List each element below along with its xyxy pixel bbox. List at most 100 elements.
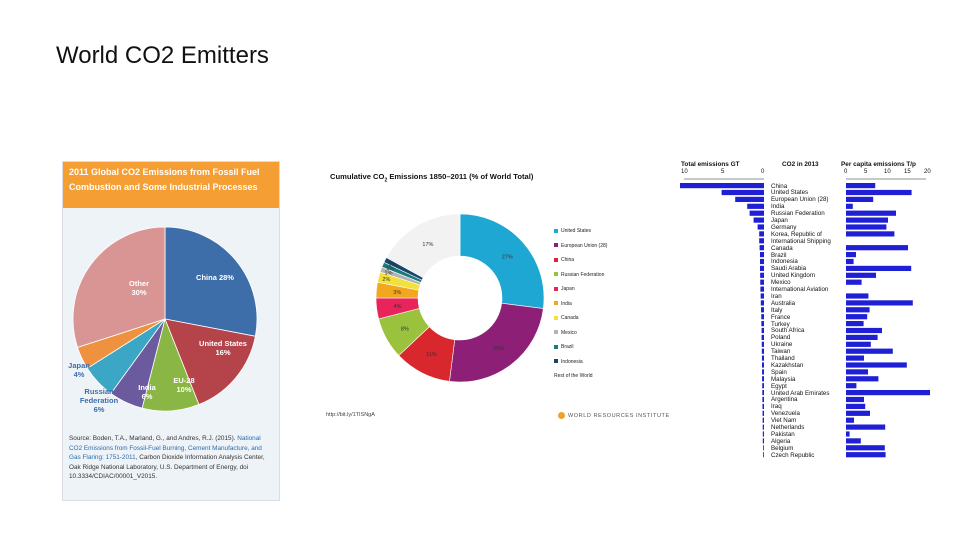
bar-chart-panel: Total emissions GT CO2 in 2013 Per capit… bbox=[678, 160, 938, 465]
bar-percap-brazil bbox=[846, 252, 856, 258]
donut-label-rest-of-the-world: 17% bbox=[422, 242, 433, 248]
pie-chart-source: Source: Boden, T.A., Marland, G., and An… bbox=[69, 434, 275, 482]
bar-total-netherlands bbox=[762, 424, 764, 430]
pie-slice-united-states bbox=[164, 318, 256, 406]
legend-label-indonesia: Indonesia bbox=[561, 358, 583, 365]
donut-source-url[interactable]: http://bit.ly/1TISNgA bbox=[326, 412, 375, 418]
bar-percap-egypt bbox=[846, 383, 857, 389]
bar-percap-netherlands bbox=[846, 424, 886, 430]
country-label-brazil: Brazil bbox=[771, 251, 787, 259]
legend-item-china: China bbox=[554, 257, 574, 263]
country-label-egypt: Egypt bbox=[771, 382, 787, 390]
legend-label-european-union-28: European Union (28) bbox=[561, 242, 608, 249]
bar-percap-iraq bbox=[846, 403, 866, 409]
tick-percap-0: 0 bbox=[844, 169, 848, 175]
country-label-thailand: Thailand bbox=[771, 355, 795, 362]
tick-percap-20: 20 bbox=[924, 169, 931, 175]
bar-chart bbox=[680, 178, 930, 458]
donut-chart: 27%25%11%8%4%3%2%1%1%1%17% bbox=[375, 213, 545, 383]
country-label-india: India bbox=[771, 203, 785, 211]
bar-total-iran bbox=[760, 293, 764, 299]
bar-total-venezuela bbox=[762, 410, 764, 416]
bar-total-kazakhstan bbox=[762, 362, 764, 368]
legend-item-brazil: Brazil bbox=[554, 344, 574, 350]
legend-label-canada: Canada bbox=[561, 315, 579, 321]
country-label-argentina: Argentina bbox=[771, 396, 798, 404]
country-label-united-kingdom: United Kingdom bbox=[771, 272, 816, 280]
country-label-italy: Italy bbox=[771, 306, 783, 314]
country-label-turkey: Turkey bbox=[771, 320, 790, 328]
legend-swatch-indonesia bbox=[554, 359, 558, 364]
legend-label-japan: Japan bbox=[561, 286, 575, 292]
bar-total-international-shipping bbox=[759, 238, 764, 244]
pie-label-china: China 28% bbox=[196, 273, 234, 282]
pie-chart-title: 2011 Global CO2 Emissions from Fossil Fu… bbox=[63, 162, 279, 208]
bar-total-czech-republic bbox=[763, 452, 764, 458]
country-label-venezuela: Venezuela bbox=[771, 410, 800, 418]
legend-item-mexico: Mexico bbox=[554, 330, 577, 336]
donut-label-european-union-28: 25% bbox=[493, 346, 504, 352]
bar-total-brazil bbox=[760, 252, 764, 258]
tick-percap-5: 5 bbox=[864, 169, 868, 175]
bar-percap-korea-republic-of bbox=[846, 231, 895, 237]
bar-total-turkey bbox=[761, 321, 764, 327]
bar-percap-mexico bbox=[846, 279, 862, 285]
country-label-china: China bbox=[771, 182, 788, 190]
bar-total-thailand bbox=[761, 355, 764, 361]
donut-label-russian-federation: 8% bbox=[401, 326, 409, 332]
pie-label-other: Other 30% bbox=[129, 279, 149, 297]
tick-percap-10: 10 bbox=[884, 169, 891, 175]
source-suffix: , Carbon Dioxide Information Analysis Ce… bbox=[69, 454, 265, 481]
tick-total-10: 10 bbox=[681, 169, 688, 175]
country-label-south-africa: South Africa bbox=[771, 327, 805, 335]
bar-total-united-states bbox=[721, 189, 764, 196]
source-link[interactable]: National CO2 Emissions from Fossil-Fuel … bbox=[69, 435, 262, 462]
bar-percap-malaysia bbox=[846, 376, 879, 382]
bar-percap-italy bbox=[846, 307, 870, 313]
pie-label-india: India 6% bbox=[138, 383, 156, 401]
bar-total-south-africa bbox=[761, 327, 764, 334]
bar-total-taiwan bbox=[761, 348, 764, 354]
bar-total-european-union-28 bbox=[735, 196, 764, 202]
bar-total-egypt bbox=[762, 383, 764, 389]
donut-label-china: 11% bbox=[426, 352, 437, 358]
bar-total-international-aviation bbox=[760, 286, 764, 292]
bar-total-belgium bbox=[763, 445, 764, 451]
bar-total-india bbox=[747, 203, 764, 209]
bar-total-japan bbox=[753, 217, 764, 223]
bar-percap-belgium bbox=[846, 445, 885, 451]
bar-percap-japan bbox=[846, 217, 888, 223]
country-label-iraq: Iraq bbox=[771, 403, 782, 411]
country-label-belgium: Belgium bbox=[771, 444, 794, 452]
bar-percap-france bbox=[846, 314, 868, 320]
legend-swatch-canada bbox=[554, 315, 558, 320]
bar-percap-argentina bbox=[846, 396, 864, 403]
country-label-czech-republic: Czech Republic bbox=[771, 451, 815, 459]
country-label-germany: Germany bbox=[771, 223, 797, 231]
bar-total-algeria bbox=[762, 438, 764, 444]
pie-chart: China 28% United States 16% EU-28 10% India 6%… bbox=[68, 226, 258, 414]
country-label-russian-federation: Russian Federation bbox=[771, 210, 825, 218]
country-label-international-aviation: International Aviation bbox=[771, 286, 829, 293]
country-label-korea-republic-of: Korea, Republic of bbox=[771, 230, 822, 238]
country-label-ukraine: Ukraine bbox=[771, 341, 793, 349]
bar-total-united-kingdom bbox=[760, 272, 764, 278]
country-label-international-shipping: International Shipping bbox=[771, 237, 831, 245]
bar-total-russian-federation bbox=[749, 210, 764, 216]
legend-item-canada: Canada bbox=[554, 315, 579, 321]
legend-item-japan: Japan bbox=[554, 286, 575, 292]
bar-percap-iran bbox=[846, 293, 869, 299]
bar-total-ukraine bbox=[761, 341, 764, 347]
pie-label-japan: Japan 4% bbox=[68, 361, 90, 379]
country-label-malaysia: Malaysia bbox=[771, 375, 796, 383]
legend-item-united-states: United States bbox=[554, 228, 591, 234]
bar-total-viet-nam bbox=[762, 417, 764, 423]
bar-percap-turkey bbox=[846, 321, 864, 327]
pie-slice-other bbox=[72, 226, 166, 348]
tick-total-0: 0 bbox=[761, 169, 765, 175]
donut-label-united-states: 27% bbox=[502, 254, 513, 260]
bar-percap-venezuela bbox=[846, 410, 870, 416]
pie-label-united-states: United States 16% bbox=[199, 339, 247, 357]
country-label-kazakhstan: Kazakhstan bbox=[771, 361, 804, 369]
pie-label-eu-28: EU-28 10% bbox=[173, 376, 194, 394]
